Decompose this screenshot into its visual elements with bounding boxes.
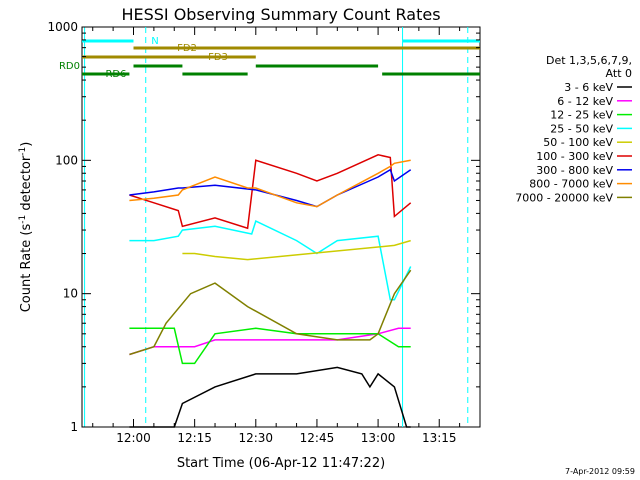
x-tick-label: 12:45	[300, 431, 335, 445]
x-ticks: 12:00 12:15 12:30 12:45 13:00 13:15	[92, 27, 481, 445]
legend-label: 100 - 300 keV	[536, 150, 613, 163]
series-layer	[129, 154, 412, 428]
legend-label: 25 - 50 keV	[550, 122, 613, 135]
legend-label: 6 - 12 keV	[557, 95, 613, 108]
series-line	[129, 168, 412, 208]
series-line	[129, 366, 411, 428]
series-line	[129, 327, 411, 365]
series-line	[129, 269, 412, 356]
y-tick-label: 1000	[47, 20, 78, 34]
y-ticks: 1 10 100 1000	[47, 20, 480, 434]
flag-bars: N FD2 FD3 RD0 RD6	[59, 36, 480, 80]
flag-bar-label: FD2	[177, 43, 197, 54]
y-axis-title: Count Rate (s-1 detector-1)	[18, 142, 34, 313]
legend-header-line2: Att 0	[606, 67, 632, 80]
x-axis-title: Start Time (06-Apr-12 11:47:22)	[177, 456, 385, 471]
flag-bar-label: FD3	[208, 52, 228, 63]
chart-title: HESSI Observing Summary Count Rates	[121, 5, 440, 24]
y-tick-label: 1	[70, 420, 78, 434]
x-tick-label: 12:30	[238, 431, 273, 445]
plot-frame	[81, 26, 481, 428]
x-tick-label: 12:15	[177, 431, 212, 445]
legend-label: 300 - 800 keV	[536, 164, 613, 177]
x-tick-label: 13:00	[361, 431, 396, 445]
series-line	[182, 239, 411, 261]
series-line	[129, 154, 412, 230]
legend-header-line1: Det 1,3,5,6,7,9,	[546, 54, 632, 67]
flag-bar-label: RD6	[105, 69, 126, 80]
y-tick-label: 10	[63, 287, 78, 301]
timestamp-footer: 7-Apr-2012 09:59	[565, 467, 635, 476]
series-line	[129, 327, 411, 356]
legend-label: 12 - 25 keV	[550, 109, 613, 122]
series-line	[129, 220, 412, 301]
flag-bar-label: RD0	[59, 61, 80, 72]
y-tick-label: 100	[55, 153, 78, 167]
vertical-markers	[84, 27, 469, 427]
legend-label: 50 - 100 keV	[543, 136, 613, 149]
legend-label: 3 - 6 keV	[564, 81, 613, 94]
series-line	[129, 159, 411, 208]
flag-bar-label: N	[151, 36, 158, 47]
x-tick-label: 12:00	[116, 431, 151, 445]
x-tick-label: 13:15	[422, 431, 457, 445]
legend-label: 7000 - 20000 keV	[515, 191, 613, 204]
legend-label: 800 - 7000 keV	[529, 178, 613, 191]
